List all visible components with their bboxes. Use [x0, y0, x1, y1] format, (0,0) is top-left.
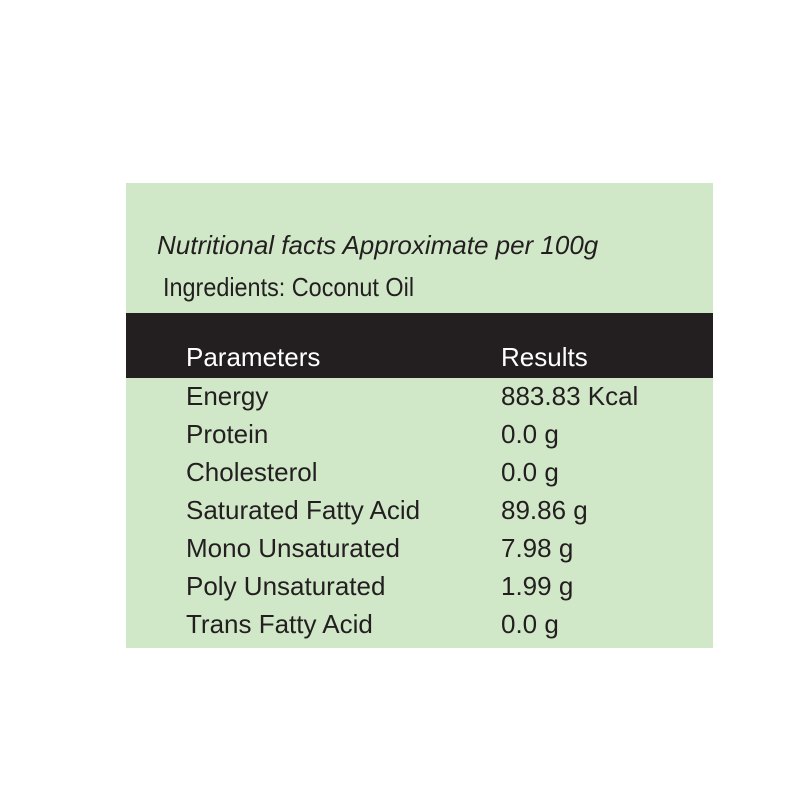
column-header: Parameters [186, 342, 321, 372]
result: 89.86 g [501, 495, 588, 525]
result: 0.0 g [501, 419, 559, 449]
parameter: Mono Unsaturated [186, 533, 400, 563]
nutrition-panel: Nutritional facts Approximate per 100g I… [126, 183, 713, 648]
result: 1.99 g [501, 571, 574, 601]
title: Nutritional facts Approximate per 100g [157, 230, 599, 260]
parameter: Saturated Fatty Acid [186, 495, 421, 525]
result: 883.83 Kcal [501, 381, 639, 411]
result: 7.98 g [501, 533, 574, 563]
parameter: Trans Fatty Acid [186, 609, 373, 639]
column-header: Results [501, 342, 588, 372]
header-band [126, 313, 713, 378]
subtitle: Ingredients: Coconut Oil [163, 272, 415, 302]
parameter: Cholesterol [186, 457, 318, 487]
parameter: Protein [186, 419, 269, 449]
result: 0.0 g [501, 457, 559, 487]
parameter: Poly Unsaturated [186, 571, 386, 601]
parameter: Energy [186, 381, 269, 411]
result: 0.0 g [501, 609, 559, 639]
